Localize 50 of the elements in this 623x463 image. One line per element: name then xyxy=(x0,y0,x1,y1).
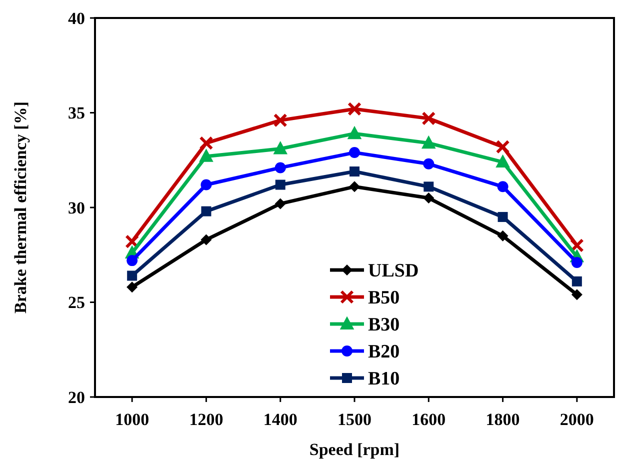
y-tick-label: 30 xyxy=(68,198,85,218)
x-tick-label: 2000 xyxy=(560,410,594,429)
legend-label: B10 xyxy=(368,368,400,390)
point xyxy=(571,256,582,268)
point xyxy=(496,140,510,154)
x-axis-title: Speed [rpm] xyxy=(309,440,400,459)
point xyxy=(274,198,286,210)
point xyxy=(421,135,436,149)
point xyxy=(347,126,362,140)
point xyxy=(350,166,360,176)
y-tick-label: 25 xyxy=(68,293,85,312)
point xyxy=(275,180,286,190)
x-tick-label: 1000 xyxy=(115,410,150,429)
legend-label: B50 xyxy=(368,288,400,309)
point xyxy=(497,181,508,192)
point xyxy=(423,192,434,204)
legend-label: ULSD xyxy=(368,260,419,282)
y-tick-label: 35 xyxy=(68,104,85,123)
point xyxy=(273,141,288,154)
point xyxy=(348,102,362,116)
point xyxy=(496,154,510,168)
point xyxy=(201,206,212,216)
point xyxy=(199,136,214,150)
y-axis-title: Brake thermal efficiency [%] xyxy=(11,102,30,314)
x-tick-label: 1500 xyxy=(338,410,372,429)
point xyxy=(200,234,212,246)
point xyxy=(200,179,212,190)
x-tick-label: 1200 xyxy=(189,410,224,429)
point xyxy=(423,158,434,170)
point xyxy=(498,212,508,222)
legend-label: B30 xyxy=(368,314,400,336)
point xyxy=(422,111,436,126)
x-tick-label: 1400 xyxy=(263,410,298,429)
point xyxy=(273,113,288,128)
y-tick-label: 40 xyxy=(68,8,85,28)
point xyxy=(127,270,138,281)
x-tick-label: 1600 xyxy=(412,410,446,429)
x-tick-label: 1800 xyxy=(486,410,520,429)
point xyxy=(349,181,360,192)
point xyxy=(126,282,138,293)
point xyxy=(572,276,582,286)
point xyxy=(126,255,138,266)
point xyxy=(274,162,286,174)
legend-label: B20 xyxy=(368,342,400,363)
point xyxy=(199,148,214,162)
point xyxy=(424,182,434,192)
point xyxy=(497,230,508,242)
y-tick-label: 20 xyxy=(68,388,85,407)
point xyxy=(571,289,582,300)
point xyxy=(349,147,360,158)
